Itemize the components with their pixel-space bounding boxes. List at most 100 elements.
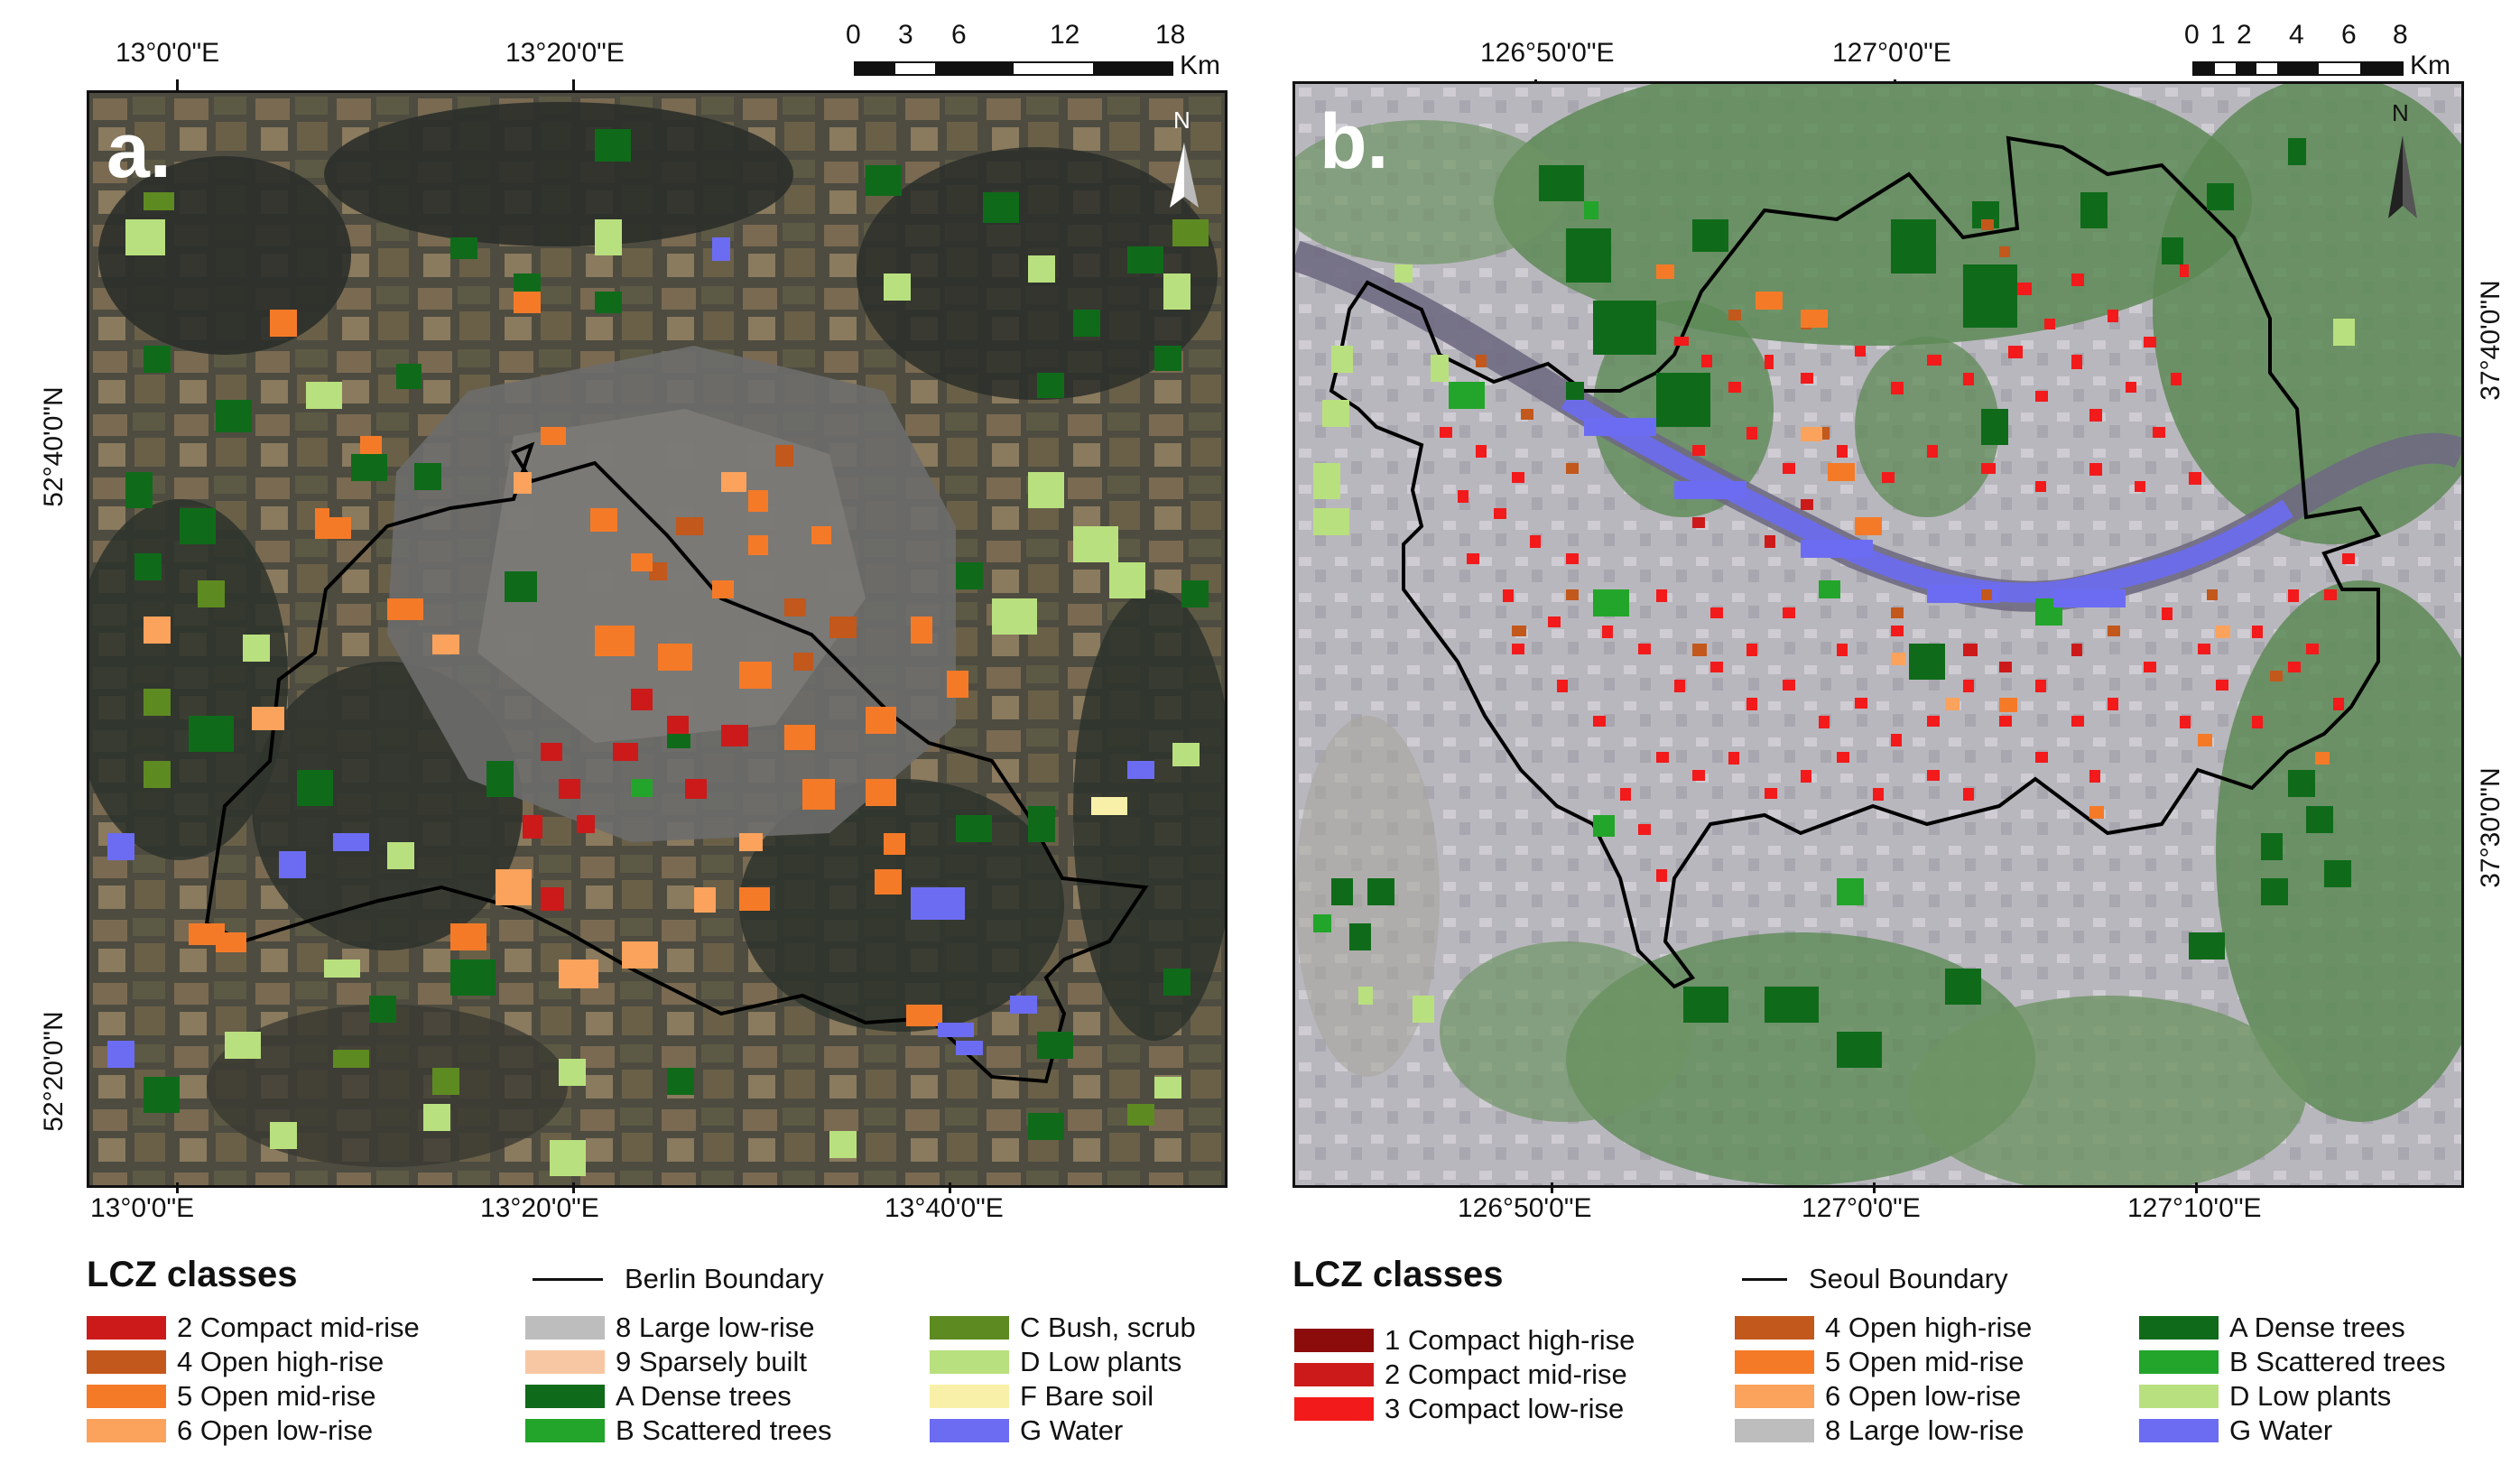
legend-label: 8 Large low-rise — [1825, 1414, 2024, 1446]
legend-label: G Water — [1020, 1414, 1124, 1446]
swatch — [87, 1419, 166, 1442]
legend-item: 1 Compact high-rise — [1294, 1324, 1635, 1356]
legend-item: B Scattered trees — [2139, 1346, 2446, 1377]
legend-item: 5 Open mid-rise — [1735, 1346, 2024, 1377]
scale-label: 2 — [2237, 20, 2252, 50]
legend-item: 8 Large low-rise — [1735, 1414, 2024, 1446]
right-coord-b-2: 37°30'0"N — [2476, 767, 2506, 888]
swatch — [87, 1385, 166, 1408]
legend-item: A Dense trees — [2139, 1312, 2405, 1343]
legend-label: 6 Open low-rise — [1825, 1380, 2022, 1412]
legend-item: 3 Compact low-rise — [1294, 1393, 1625, 1424]
swatch — [2139, 1350, 2219, 1374]
tick — [176, 1182, 179, 1193]
legend-label: 2 Compact mid-rise — [1385, 1358, 1627, 1390]
scale-label: 1 — [2210, 20, 2226, 50]
boundary-line-swatch — [533, 1277, 603, 1281]
legend-item: 2 Compact mid-rise — [87, 1312, 420, 1343]
map-seoul — [1292, 81, 2464, 1188]
tick — [1873, 1182, 1876, 1193]
legend-label: 8 Large low-rise — [616, 1312, 815, 1343]
tick — [176, 79, 179, 90]
legend-label: 1 Compact high-rise — [1385, 1324, 1635, 1356]
swatch — [930, 1316, 1009, 1340]
tick — [949, 1182, 951, 1193]
berlin-satellite-image — [89, 93, 1225, 1185]
swatch — [1735, 1316, 1814, 1340]
map-berlin — [87, 90, 1228, 1188]
tick — [2195, 1182, 2198, 1193]
legend-boundary-label: Seoul Boundary — [1809, 1263, 2008, 1294]
legend-label: A Dense trees — [616, 1380, 792, 1412]
top-coord-a-1: 13°0'0"E — [116, 38, 220, 68]
legend-item: 5 Open mid-rise — [87, 1380, 376, 1412]
scale-label: 8 — [2393, 20, 2408, 50]
bottom-coord-b-3: 127°10'0"E — [2127, 1193, 2262, 1223]
boundary-line-swatch — [1742, 1277, 1787, 1281]
swatch — [87, 1350, 166, 1374]
legend-item: G Water — [930, 1414, 1124, 1446]
legend-item: 8 Large low-rise — [525, 1312, 815, 1343]
swatch — [2139, 1385, 2219, 1408]
legend-label: B Scattered trees — [616, 1414, 832, 1446]
swatch — [525, 1350, 605, 1374]
scale-label: 3 — [898, 20, 913, 50]
legend-label: 9 Sparsely built — [616, 1346, 807, 1377]
tick — [572, 1182, 575, 1193]
legend-label: D Low plants — [2229, 1380, 2392, 1412]
north-label: N — [2392, 99, 2409, 126]
legend-label: D Low plants — [1020, 1346, 1182, 1377]
north-arrow-icon: N — [1164, 107, 1204, 215]
top-coord-b-1: 126°50'0"E — [1480, 38, 1615, 68]
legend-label: 3 Compact low-rise — [1385, 1393, 1625, 1424]
swatch — [1735, 1385, 1814, 1408]
swatch — [930, 1419, 1009, 1442]
swatch — [2139, 1419, 2219, 1442]
swatch — [1294, 1397, 1374, 1421]
legend-label: F Bare soil — [1020, 1380, 1154, 1412]
legend-item: D Low plants — [930, 1346, 1182, 1377]
scale-label: 4 — [2289, 20, 2304, 50]
legend-item: G Water — [2139, 1414, 2333, 1446]
swatch — [930, 1385, 1009, 1408]
legend-label: B Scattered trees — [2229, 1346, 2446, 1377]
scale-label: 0 — [2184, 20, 2200, 50]
bottom-coord-b-2: 127°0'0"E — [1802, 1193, 1921, 1223]
swatch — [87, 1316, 166, 1340]
scale-unit: Km — [2410, 51, 2451, 80]
tick — [572, 79, 575, 90]
bottom-coord-b-1: 126°50'0"E — [1458, 1193, 1592, 1223]
bottom-coord-a-3: 13°40'0"E — [885, 1193, 1004, 1223]
swatch — [1735, 1350, 1814, 1374]
left-coord-a-1: 52°40'0"N — [39, 386, 69, 507]
legend-item: 4 Open high-rise — [1735, 1312, 2033, 1343]
legend-label: 4 Open high-rise — [1825, 1312, 2033, 1343]
scale-label: 0 — [846, 20, 861, 50]
panel-label-a: a. — [107, 107, 171, 194]
legend-label: A Dense trees — [2229, 1312, 2405, 1343]
legend-item: B Scattered trees — [525, 1414, 832, 1446]
bottom-coord-a-2: 13°20'0"E — [480, 1193, 599, 1223]
swatch — [930, 1350, 1009, 1374]
legend-label: G Water — [2229, 1414, 2333, 1446]
legend-boundary-label: Berlin Boundary — [625, 1263, 824, 1294]
legend-title-right: LCZ classes — [1292, 1255, 1504, 1294]
legend-boundary-right: Seoul Boundary — [1742, 1263, 2008, 1294]
swatch — [1735, 1419, 1814, 1442]
legend-item: 2 Compact mid-rise — [1294, 1358, 1627, 1390]
scale-unit: Km — [1180, 51, 1220, 80]
legend-item: 4 Open high-rise — [87, 1346, 384, 1377]
scale-bar-a — [854, 61, 1173, 76]
swatch — [1294, 1329, 1374, 1352]
swatch — [525, 1385, 605, 1408]
scale-label: 6 — [951, 20, 967, 50]
seoul-satellite-image — [1295, 84, 2461, 1185]
legend-title-left: LCZ classes — [87, 1255, 298, 1294]
legend-item: D Low plants — [2139, 1380, 2392, 1412]
legend-item: 6 Open low-rise — [87, 1414, 373, 1446]
legend-item: A Dense trees — [525, 1380, 792, 1412]
legend-item: 9 Sparsely built — [525, 1346, 807, 1377]
right-coord-b-1: 37°40'0"N — [2476, 280, 2506, 401]
bottom-coord-a-1: 13°0'0"E — [90, 1193, 195, 1223]
scale-label: 18 — [1155, 20, 1186, 50]
